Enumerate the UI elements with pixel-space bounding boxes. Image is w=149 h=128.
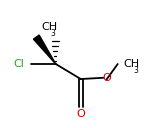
Polygon shape	[34, 35, 56, 64]
Text: O: O	[102, 73, 111, 83]
Text: CH: CH	[123, 59, 139, 69]
Text: Cl: Cl	[13, 59, 24, 69]
Text: CH: CH	[41, 22, 58, 32]
Text: O: O	[76, 109, 85, 119]
Text: 3: 3	[133, 66, 138, 75]
Text: 3: 3	[51, 29, 56, 38]
